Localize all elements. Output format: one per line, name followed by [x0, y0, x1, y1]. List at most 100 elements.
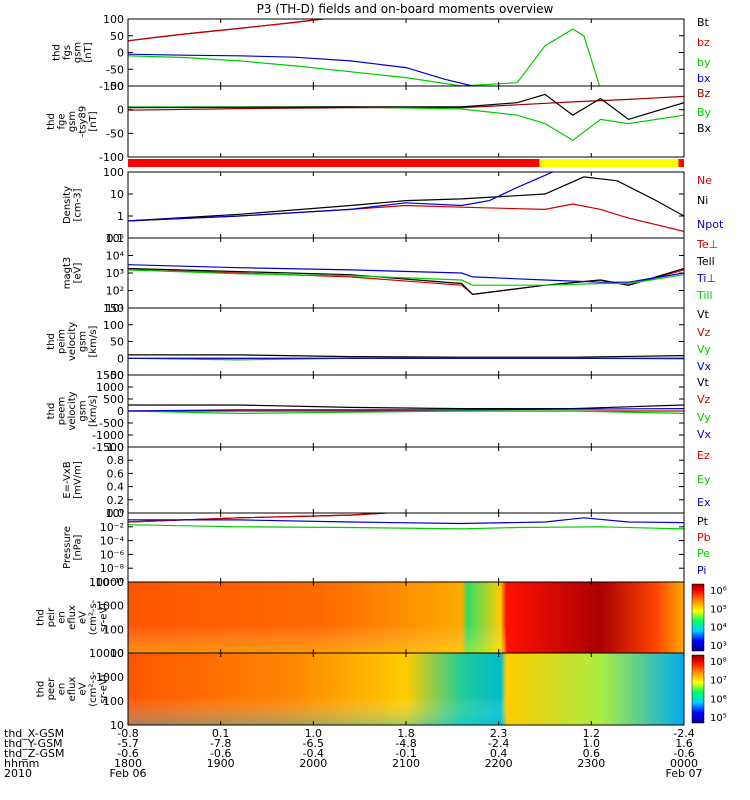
- xtick-label: -0.6: [210, 747, 231, 760]
- colorbar-tick-label: 10⁵: [710, 713, 727, 724]
- series-line-Vt: [128, 404, 684, 410]
- ylabel-line: (cm²-s-: [88, 671, 99, 707]
- ylabel-line: (cm²-s-: [88, 599, 99, 635]
- ylabel-line: fge: [57, 113, 68, 129]
- legend-entry: Vy: [697, 343, 711, 356]
- ylabel-line: thd: [36, 609, 47, 626]
- ytick-label: -50: [106, 127, 124, 140]
- xtick-label: -0.6: [117, 747, 138, 760]
- xtick-label: 1800: [114, 757, 142, 770]
- ylabel-line: thd: [36, 681, 47, 698]
- ylabel-line: [nT]: [83, 42, 94, 62]
- xaxis-row-label: 2010: [4, 767, 32, 780]
- series-line-Vt: [128, 354, 684, 358]
- ytick-label: 100: [103, 695, 124, 708]
- ylabel-line: [nPa]: [72, 534, 83, 560]
- ylabel-line: eflux: [67, 677, 78, 702]
- colorbar-tick-label: 10⁶: [710, 694, 727, 705]
- panel-2: thd fge gsm -tsy89 [nT] 50 0 -50 -100 Bz By Bx: [46, 80, 712, 164]
- colorbar-tick-label: 10⁴: [710, 623, 727, 634]
- ylabel-line: sr-eV): [99, 674, 110, 703]
- legend-entry: Pt: [697, 515, 709, 528]
- ylabel-line: thd: [51, 44, 62, 61]
- ytick-label: 10⁵: [106, 232, 124, 245]
- xtick-label: 2000: [299, 757, 327, 770]
- legend-entry: by: [697, 56, 711, 69]
- legend-entry: Npot: [697, 218, 724, 231]
- ytick-label: 10¹: [106, 302, 124, 315]
- ylabel-line: peim: [57, 329, 68, 354]
- ytick-label: 0.8: [107, 454, 125, 467]
- legend-entry: Ez: [697, 449, 710, 462]
- legend-entry: Till: [696, 289, 713, 302]
- ylabel-line: thd: [46, 333, 57, 350]
- ylabel-line: velocity: [67, 322, 78, 361]
- colorbar: [691, 654, 705, 724]
- colorbar-tick-label: 10⁵: [710, 604, 727, 615]
- series-line-Bz: [128, 95, 684, 111]
- ylabel-line: [nT]: [88, 111, 99, 131]
- ylabel-line: [km/s]: [88, 325, 99, 357]
- legend-entry: Vt: [697, 308, 710, 321]
- ytick-label: 100: [103, 13, 124, 26]
- xtick-label: -4.8: [395, 737, 416, 750]
- spectrogram-shade: [128, 582, 507, 653]
- colorbar-tick-label: 10⁶: [710, 586, 727, 597]
- xtick-label: -6.5: [303, 737, 324, 750]
- series-group: [128, 172, 684, 232]
- xtick-label: 2300: [577, 757, 605, 770]
- xtick-label: -7.8: [210, 737, 231, 750]
- xtick-label: -0.4: [303, 747, 324, 760]
- xtick-label: 2200: [485, 757, 513, 770]
- xaxis-row-label: hhmm: [4, 757, 39, 770]
- panel-5: thd peim velocity gsm [km/s] 150 100 50 0 -50 Vt Vz…: [46, 302, 712, 382]
- x-axis: thd_X-GSMthd_Y-GSMthd_Z-GSMhhmm2010-0.8-…: [4, 727, 702, 780]
- ylabel-line: velocity: [67, 391, 78, 430]
- ytick-label: 0: [117, 47, 124, 60]
- ytick-label: -100: [99, 80, 124, 93]
- ytick-label: 1000: [96, 671, 124, 684]
- panel-frame: [127, 446, 685, 514]
- series-group: [128, 354, 684, 361]
- legend-entry: Ti⊥: [696, 272, 716, 285]
- series-group: [128, 93, 684, 142]
- panel-3: Density [cm-3] 100 10 1 0.1 Ne Ni Npot: [62, 166, 724, 245]
- xtick-label: -0.6: [673, 747, 694, 760]
- ytick-label: 0: [117, 405, 124, 418]
- xaxis-row-label: thd_X-GSM: [4, 727, 64, 740]
- legend-entry: Pi: [697, 564, 706, 577]
- ytick-label: 10⁻⁴: [100, 535, 125, 548]
- ytick-label: -1000: [92, 429, 124, 442]
- colorbar-tick-label: 10⁷: [710, 676, 727, 687]
- ytick-label: -50: [106, 63, 124, 76]
- ylabel-line: sr-eV): [99, 603, 110, 632]
- xaxis-row-label: thd_Y-GSM: [4, 737, 63, 750]
- xtick-label: Feb 07: [666, 767, 703, 780]
- panel-frame: [127, 307, 685, 376]
- ylabel-line: thd: [46, 113, 57, 130]
- series-line-Vx: [128, 408, 684, 412]
- panel-frame: [127, 18, 685, 87]
- series-group: [128, 264, 684, 296]
- legend-entry: Pb: [697, 531, 711, 544]
- panel-6: thd peem velocity gsm [km/s] 150010005000-500…: [46, 369, 712, 454]
- series-line-By: [128, 106, 684, 142]
- xtick-label: -2.4: [488, 737, 509, 750]
- legend-entry: Te⊥: [696, 238, 718, 251]
- series-line-Till: [128, 269, 684, 286]
- ylabel-line: peem: [57, 397, 68, 425]
- panel-7: E=-VxB [mV/m] 1.00.80.60.40.20.0 Ez Ey Ex: [62, 441, 711, 520]
- ylabel-line: peir: [46, 607, 57, 627]
- ylabel-line: gsm: [78, 400, 89, 421]
- ytick-label: 1.0: [107, 441, 125, 454]
- ytick-label: 1500: [96, 369, 124, 382]
- legend-entry: bx: [697, 72, 711, 85]
- series-line-Vy: [128, 410, 684, 415]
- ylabel-line: [cm-3]: [72, 188, 83, 221]
- legend-entry: Bz: [697, 87, 711, 100]
- ylabel-line: en: [57, 683, 68, 696]
- legend-entry: Vz: [697, 326, 711, 339]
- xtick-label: -2.4: [673, 727, 694, 740]
- legend-entry: Ne: [697, 174, 712, 187]
